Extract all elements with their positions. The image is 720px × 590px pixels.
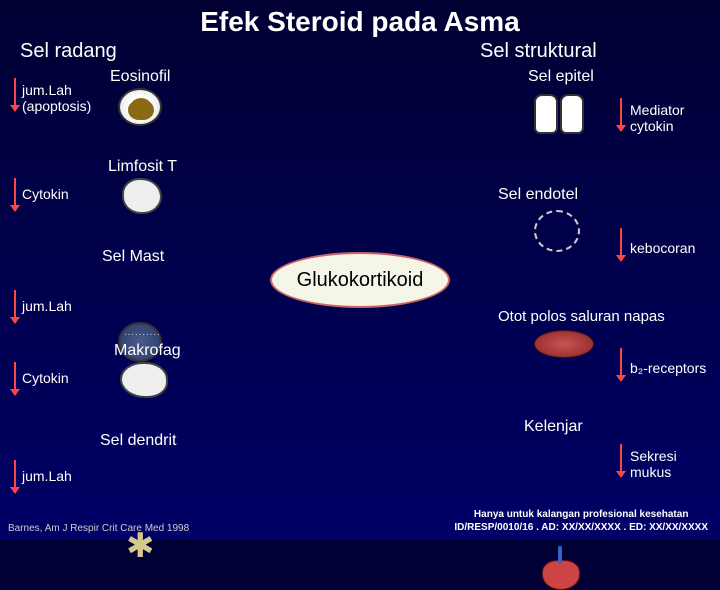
mast-label: Sel Mast — [102, 248, 164, 266]
right-column-header: Sel struktural — [480, 40, 597, 63]
footer-line2: ID/RESP/0010/16 . AD: XX/XX/XXXX . ED: X… — [454, 521, 708, 534]
gland-arrow-icon — [620, 444, 622, 472]
eosinophil-icon — [118, 88, 162, 126]
muscle-effect: b₂-receptors — [630, 360, 706, 376]
gland-label: Kelenjar — [524, 418, 583, 436]
lymphocyte-label: Limfosit T — [108, 158, 177, 176]
endothelial-label: Sel endotel — [498, 186, 578, 204]
macrophage-label: Makrofag — [114, 342, 181, 360]
footer-text: Hanya untuk kalangan profesional kesehat… — [454, 508, 708, 534]
epithelial-label: Sel epitel — [528, 68, 594, 86]
dendritic-label: Sel dendrit — [100, 432, 177, 450]
mast-arrow-icon — [14, 290, 16, 318]
gland-effect: Sekresi mukus — [630, 448, 677, 480]
epithelial-effect: Mediator cytokin — [630, 102, 684, 134]
lymphocyte-icon — [122, 178, 162, 214]
macrophage-effect: Cytokin — [22, 370, 69, 386]
mast-effect: jum.Lah — [22, 298, 72, 314]
muscle-label: Otot polos saluran napas — [498, 308, 665, 325]
footer-line1: Hanya untuk kalangan profesional kesehat… — [454, 508, 708, 521]
central-glucocorticoid: Glukokortikoid — [270, 252, 450, 308]
gland-icon — [542, 548, 582, 590]
endothelial-icon — [534, 210, 580, 252]
muscle-icon — [534, 330, 594, 358]
macrophage-arrow-icon — [14, 362, 16, 390]
eosinophil-arrow-icon — [14, 78, 16, 106]
lymphocyte-effect: Cytokin — [22, 186, 69, 202]
citation: Barnes, Am J Respir Crit Care Med 1998 — [8, 523, 189, 534]
endothelial-effect: kebocoran — [630, 240, 695, 256]
macrophage-icon — [120, 362, 168, 398]
lymphocyte-arrow-icon — [14, 178, 16, 206]
eosinophil-label: Eosinofil — [110, 68, 170, 86]
epithelial-icon — [534, 94, 584, 134]
endothelial-arrow-icon — [620, 228, 622, 256]
dendritic-icon — [122, 534, 162, 564]
dendritic-effect: jum.Lah — [22, 468, 72, 484]
epithelial-arrow-icon — [620, 98, 622, 126]
muscle-arrow-icon — [620, 348, 622, 376]
left-column-header: Sel radang — [20, 40, 117, 63]
page-title: Efek Steroid pada Asma — [0, 0, 720, 38]
dendritic-arrow-icon — [14, 460, 16, 488]
eosinophil-effect: jum.Lah (apoptosis) — [22, 82, 91, 114]
